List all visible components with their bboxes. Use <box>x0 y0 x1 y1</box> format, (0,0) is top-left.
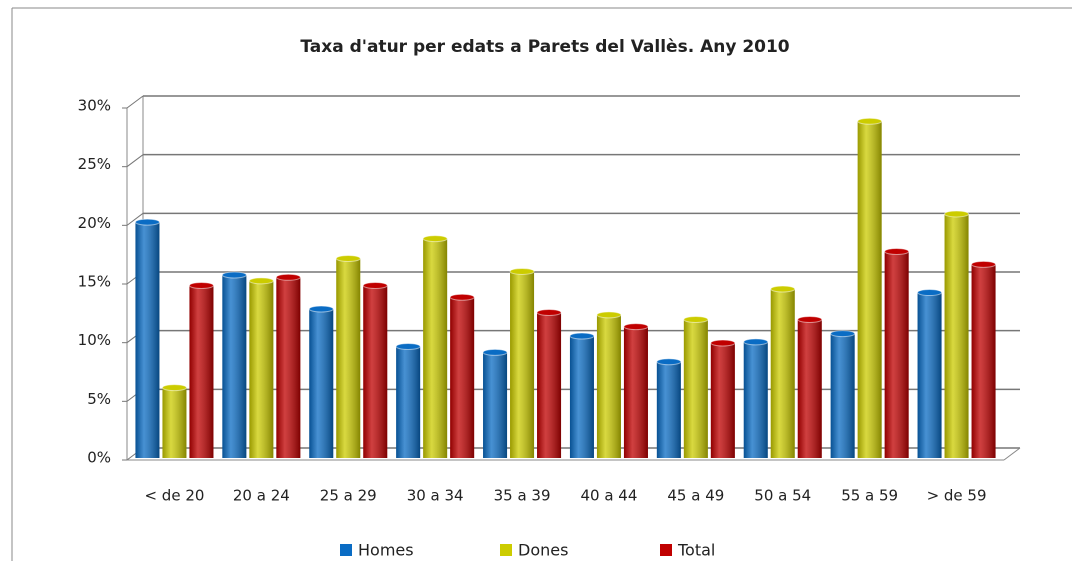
bar-cap <box>623 323 649 331</box>
bar-cap <box>308 305 334 313</box>
bar-shade <box>596 314 621 458</box>
y-tick-label: 10% <box>78 331 111 349</box>
bar-shade <box>971 264 996 458</box>
y-tick-label: 5% <box>87 390 111 408</box>
bar-shade <box>423 238 448 458</box>
bar-shade <box>396 346 421 458</box>
bar-cap <box>857 117 883 125</box>
grid-diagonal <box>126 154 144 168</box>
bar-cap <box>188 282 214 290</box>
bar-cap <box>536 309 562 317</box>
bar-cap <box>134 218 160 226</box>
grid-diagonal <box>126 212 144 226</box>
bar-cap <box>509 267 535 275</box>
x-tick-label: 20 a 24 <box>233 487 290 505</box>
bar-cap <box>710 339 736 347</box>
y-tick-label: 0% <box>87 449 111 467</box>
bar-shade <box>162 387 187 458</box>
legend-swatch <box>500 544 512 556</box>
legend-swatch <box>660 544 672 556</box>
bar-shade <box>656 361 681 458</box>
bar-shade <box>450 297 475 458</box>
bar-shade <box>537 312 562 458</box>
x-tick-label: 55 a 59 <box>841 487 898 505</box>
bar-shade <box>683 319 708 458</box>
bar-shade <box>917 292 942 458</box>
bar-cap <box>683 316 709 324</box>
bar-cap <box>221 271 247 279</box>
x-tick-label: 40 a 44 <box>580 487 637 505</box>
bar-shade <box>336 258 361 458</box>
bar-shade <box>830 333 855 458</box>
bar-shade <box>623 326 648 458</box>
bar-cap <box>917 289 943 297</box>
legend-label: Homes <box>358 541 414 560</box>
bar-cap <box>971 260 997 268</box>
bar-cap <box>884 247 910 255</box>
bar-cap <box>743 338 769 346</box>
legend-label: Total <box>677 541 715 560</box>
y-tick-label: 25% <box>78 155 111 173</box>
bar-shade <box>797 319 822 458</box>
bar-cap <box>422 235 448 243</box>
bar-shade <box>309 308 334 458</box>
y-tick-label: 30% <box>78 97 111 115</box>
bar-cap <box>656 358 682 366</box>
x-tick-label: 35 a 39 <box>494 487 551 505</box>
bar-cap <box>449 293 475 301</box>
bar-cap <box>797 316 823 324</box>
bar-shade <box>222 274 247 458</box>
bar-shade <box>944 213 969 458</box>
bar-shade <box>743 341 768 458</box>
floor-side <box>1003 447 1021 461</box>
bar-shade <box>249 280 274 458</box>
legend-swatch <box>340 544 352 556</box>
bar-shade <box>770 289 795 458</box>
bar-cap <box>335 255 361 263</box>
bar-shade <box>189 285 214 458</box>
bar-shade <box>857 121 882 459</box>
bar-shade <box>276 277 301 458</box>
bar-cap <box>362 282 388 290</box>
bar-shade <box>363 285 388 458</box>
x-tick-label: 50 a 54 <box>754 487 811 505</box>
bar-cap <box>161 384 187 392</box>
bar-cap <box>830 330 856 338</box>
legend: Homes Dones Total <box>340 541 715 560</box>
bar-cap <box>275 273 301 281</box>
x-tick-label: > de 59 <box>927 487 987 505</box>
bar-cap <box>569 332 595 340</box>
bar-shade <box>483 352 508 458</box>
bar-shade <box>510 271 535 458</box>
y-tick-label: 15% <box>78 273 111 291</box>
bar-shade <box>710 343 735 458</box>
y-tick-label: 20% <box>78 214 111 232</box>
bar-shade <box>135 222 160 458</box>
chart-title: Taxa d'atur per edats a Parets del Vallè… <box>300 37 789 57</box>
bar-cap <box>944 210 970 218</box>
legend-label: Dones <box>518 541 568 560</box>
bar-cap <box>770 285 796 293</box>
plot: 0% 5% 10% 15% 20% 25% 30% < de 20 20 a 24 25 a 29… <box>78 95 1021 505</box>
bar-shade <box>884 251 909 458</box>
grid-diagonal <box>126 95 144 109</box>
x-tick-label: < de 20 <box>144 487 204 505</box>
x-tick-label: 30 a 34 <box>407 487 464 505</box>
bar-cap <box>482 348 508 356</box>
x-tick-label: 25 a 29 <box>320 487 377 505</box>
bar-cap <box>248 277 274 285</box>
bar-cap <box>596 311 622 319</box>
bar-shade <box>569 335 594 458</box>
bar-cap <box>395 343 421 351</box>
x-tick-label: 45 a 49 <box>667 487 724 505</box>
